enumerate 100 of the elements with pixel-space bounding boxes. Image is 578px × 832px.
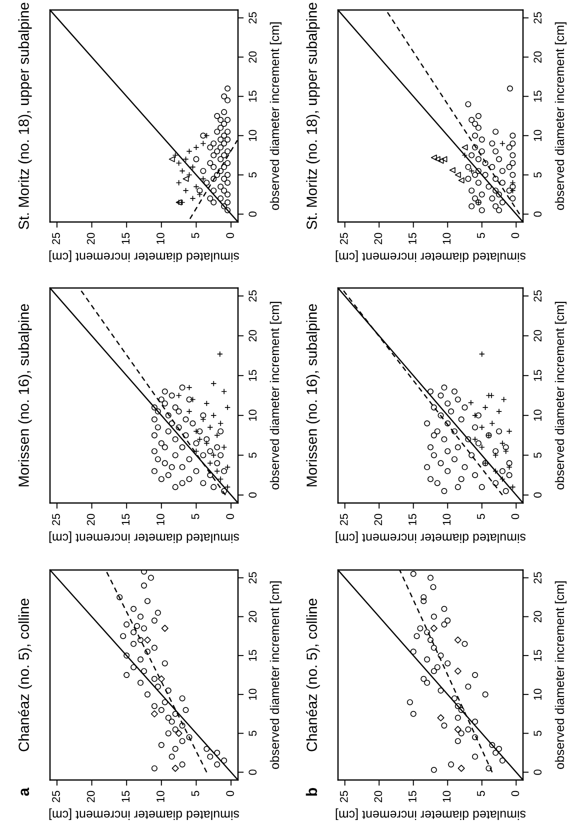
point (200, 176, 206, 182)
x-tick-label: 0 (511, 790, 520, 796)
y-tick-label: 0 (534, 492, 542, 498)
point (506, 464, 512, 470)
x-tick-label: 10 (442, 790, 451, 802)
y-tick-label: 0 (534, 211, 542, 217)
x-tick-label: 20 (86, 514, 95, 526)
x-tick-label: 0 (226, 790, 234, 796)
y-tick-label: 25 (534, 572, 542, 584)
point (462, 144, 468, 150)
point (214, 432, 220, 438)
y-tick-label: 20 (534, 330, 542, 342)
y-tick-label: 20 (534, 610, 542, 622)
point (430, 154, 437, 161)
y-tick-label: 10 (534, 688, 542, 700)
x-tick-label: 5 (191, 514, 200, 520)
x-tick-label: 10 (442, 514, 451, 525)
point (454, 172, 461, 178)
point (506, 428, 512, 434)
y-axis-title: observed diameter increment [cm] (270, 22, 282, 210)
y-tick-label: 25 (248, 12, 257, 24)
point (207, 460, 214, 466)
point (434, 156, 440, 162)
point (454, 668, 462, 675)
text: Chanéaz (no. 5), colline (306, 598, 320, 752)
y-tick-label: 5 (248, 730, 257, 736)
point (458, 177, 464, 184)
x-tick-label: 25 (52, 514, 60, 526)
x-tick-label: 10 (156, 514, 164, 525)
y-tick-label: 0 (534, 770, 542, 775)
y-tick-label: 25 (534, 290, 542, 302)
text: b (306, 788, 318, 796)
point (454, 726, 462, 733)
y-tick-label: 5 (248, 172, 257, 178)
y-tick-label: 25 (534, 12, 542, 24)
x-axis-title: simulated diameter increment [cm] (336, 250, 526, 262)
point (161, 624, 168, 632)
y-tick-label: 5 (248, 452, 257, 458)
y-tick-label: 20 (248, 330, 257, 342)
x-tick-label: 0 (511, 232, 520, 238)
x-tick-label: 10 (156, 232, 164, 244)
y-tick-label: 25 (248, 290, 257, 302)
point (172, 152, 178, 158)
point (182, 156, 189, 162)
point (430, 624, 438, 632)
point (502, 448, 509, 454)
text: St. Moritz (no. 18), upper subalpine (306, 2, 320, 230)
point (175, 730, 182, 737)
point (454, 636, 462, 644)
point (510, 180, 516, 186)
x-tick-label: 5 (191, 790, 200, 796)
x-tick-label: 10 (442, 232, 451, 244)
y-tick-label: 15 (534, 650, 542, 661)
y-tick-label: 15 (534, 370, 542, 381)
y-axis-title: observed diameter increment [cm] (270, 581, 282, 769)
point (182, 176, 189, 182)
x-tick-label: 0 (226, 232, 234, 238)
point (458, 764, 465, 772)
y-tick-label: 15 (248, 90, 257, 102)
y-axis-title: observed diameter increment [cm] (554, 22, 567, 210)
y-tick-label: 5 (534, 172, 542, 178)
x-tick-label: 15 (122, 232, 130, 244)
x-tick-label: 20 (374, 232, 382, 244)
y-tick-label: 15 (534, 90, 542, 102)
x-tick-label: 5 (477, 232, 485, 238)
x-tick-label: 20 (374, 514, 382, 526)
y-tick-label: 5 (534, 730, 542, 736)
point (449, 167, 456, 174)
point (158, 675, 165, 682)
x-tick-label: 20 (86, 232, 95, 244)
point (441, 156, 448, 162)
y-tick-label: 0 (248, 211, 257, 217)
point (168, 156, 175, 162)
x-tick-label: 15 (122, 514, 130, 525)
x-tick-label: 5 (477, 790, 485, 796)
text: St. Moritz (no. 18), upper subalpine (18, 2, 32, 230)
point (150, 710, 158, 718)
point (186, 148, 192, 154)
x-tick-label: 15 (408, 232, 416, 244)
x-tick-label: 25 (340, 232, 348, 244)
y-tick-label: 0 (248, 770, 257, 775)
point (204, 440, 210, 446)
x-tick-label: 5 (191, 232, 200, 238)
text: Morissen (no. 16), subalpine (18, 304, 32, 486)
y-tick-label: 10 (248, 410, 257, 421)
point (200, 140, 206, 146)
point (214, 468, 220, 474)
x-tick-label: 0 (511, 514, 520, 520)
point (224, 464, 231, 470)
point (499, 440, 506, 446)
x-tick-label: 0 (226, 514, 234, 520)
y-axis-title: observed diameter increment [cm] (554, 581, 567, 769)
x-tick-label: 25 (340, 790, 348, 802)
point (438, 158, 444, 164)
x-tick-label: 10 (156, 790, 164, 802)
x-axis-title: simulated diameter increment [cm] (49, 531, 240, 543)
text: Chanéaz (no. 5), colline (18, 598, 32, 752)
y-tick-label: 20 (248, 51, 257, 63)
point (210, 452, 217, 458)
x-axis-title: simulated diameter increment [cm] (336, 808, 526, 820)
